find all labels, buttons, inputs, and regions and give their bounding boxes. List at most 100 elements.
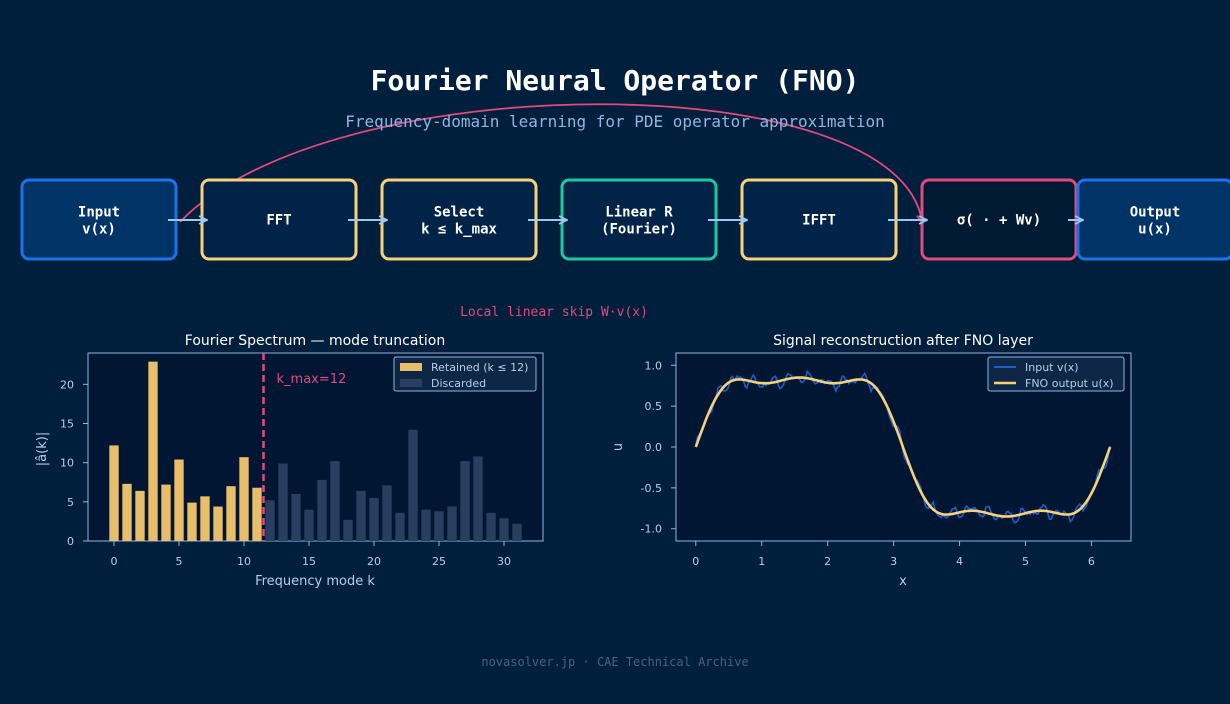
retained-bar: [200, 496, 210, 541]
retained-bar: [109, 445, 119, 541]
skip-connection-label: Local linear skip W·v(x): [460, 305, 648, 320]
discarded-bar: [382, 485, 392, 541]
discarded-bar: [486, 512, 496, 541]
discarded-bar: [291, 494, 301, 541]
x-tick-label: 2: [824, 555, 831, 568]
retained-bar: [161, 484, 171, 541]
chart-left-legend: Retained (k ≤ 12) Discarded: [393, 356, 537, 392]
pipeline-node-activation: σ( · + Wv): [920, 178, 1078, 261]
pipeline-node-label: FFT: [266, 213, 291, 229]
pipeline-node-label: v(x): [82, 222, 116, 238]
signal-reconstruction-chart: Signal reconstruction after FNO layer x …: [611, 333, 1132, 589]
chart-right-ticks: 0 1 2 3 4 5 6 -1.0 -0.5 0.0 0.5 1.0: [641, 359, 1095, 568]
kmax-label: k_max=12: [277, 372, 347, 387]
pipeline-node-label: Input: [78, 205, 120, 221]
discarded-bar: [473, 456, 483, 541]
chart-left-ticks: 0 5 10 15 20 25 30 0 5 10 15 20: [60, 378, 511, 568]
discarded-bar: [330, 461, 340, 541]
discarded-bar: [434, 511, 444, 541]
y-tick-label: 0: [67, 535, 74, 548]
chart-left-ylabel: |â(k)|: [35, 432, 50, 466]
chart-right-ylabel: u: [611, 443, 626, 451]
retained-bar: [174, 459, 184, 541]
legend-input-label: Input v(x): [1025, 361, 1079, 374]
retained-bar: [252, 487, 262, 541]
discarded-bar: [265, 500, 275, 541]
x-tick-label: 3: [890, 555, 897, 568]
pipeline-node-label: (Fourier): [601, 222, 677, 238]
discarded-bar: [408, 429, 418, 541]
pipeline-node-label: Linear R: [605, 205, 673, 221]
x-tick-label: 20: [367, 555, 381, 568]
retained-bar: [135, 490, 145, 541]
discarded-bar: [460, 461, 470, 541]
chart-right-xlabel: x: [899, 574, 907, 589]
y-tick-label: 20: [60, 378, 74, 391]
chart-left-legend-box: [393, 356, 537, 392]
y-tick-label: 15: [60, 418, 74, 431]
legend-discarded-label: Discarded: [431, 377, 486, 390]
skip-connection-arc: [179, 103, 922, 222]
pipeline-node-label: Select: [434, 205, 485, 221]
discarded-bar: [369, 497, 379, 541]
retained-bar: [187, 502, 197, 541]
discarded-bar: [356, 490, 366, 541]
retained-bar: [239, 457, 249, 541]
x-tick-label: 0: [111, 555, 118, 568]
y-tick-label: -1.0: [641, 523, 662, 536]
footer-credit: novasolver.jp · CAE Technical Archive: [481, 655, 748, 669]
pipeline-node-label: σ( · + Wv): [957, 213, 1041, 229]
discarded-bar: [304, 509, 314, 541]
pipeline-node-label: Output: [1130, 205, 1181, 221]
discarded-bar: [317, 479, 327, 541]
legend-retained-swatch: [400, 363, 422, 371]
x-tick-label: 25: [432, 555, 446, 568]
retained-bar: [148, 361, 158, 541]
output-series-line: [694, 376, 1112, 518]
retained-bar: [122, 483, 132, 541]
y-tick-label: 5: [67, 496, 74, 509]
y-tick-label: 0.0: [645, 441, 663, 454]
x-tick-label: 5: [176, 555, 183, 568]
x-tick-label: 30: [497, 555, 511, 568]
legend-discarded-swatch: [400, 379, 422, 387]
retained-bar: [226, 486, 236, 541]
discarded-bar: [395, 512, 405, 541]
x-tick-label: 4: [956, 555, 963, 568]
pipeline-node-label: IFFT: [802, 213, 836, 229]
page-subtitle: Frequency-domain learning for PDE operat…: [345, 112, 884, 131]
discarded-bar: [278, 463, 288, 541]
fourier-spectrum-chart: Fourier Spectrum — mode truncation Frequ…: [35, 333, 544, 589]
pipeline-node-label: k ≤ k_max: [421, 222, 497, 238]
pipeline-node-label: u(x): [1138, 222, 1172, 238]
discarded-bar: [343, 519, 353, 541]
retained-bar: [213, 506, 223, 541]
chart-right-legend: Input v(x) FNO output u(x): [987, 356, 1125, 392]
x-tick-label: 0: [692, 555, 699, 568]
chart-right-legend-box: [987, 356, 1125, 392]
pipeline-node-fft: FFT: [200, 178, 358, 261]
chart-left-xlabel: Frequency mode k: [255, 574, 375, 589]
pipeline-node-linear-r: Linear R(Fourier): [560, 178, 718, 261]
chart-left-title: Fourier Spectrum — mode truncation: [185, 333, 445, 349]
chart-right-title: Signal reconstruction after FNO layer: [773, 333, 1033, 349]
y-tick-label: 0.5: [645, 400, 663, 413]
legend-output-label: FNO output u(x): [1025, 377, 1114, 390]
x-tick-label: 10: [237, 555, 251, 568]
discarded-bar: [499, 518, 509, 541]
discarded-bar: [447, 506, 457, 541]
x-tick-label: 6: [1088, 555, 1095, 568]
page-title: Fourier Neural Operator (FNO): [371, 64, 860, 97]
y-tick-label: -0.5: [641, 482, 662, 495]
y-tick-label: 1.0: [645, 359, 663, 372]
y-tick-label: 10: [60, 457, 74, 470]
discarded-bar: [512, 523, 522, 541]
discarded-bar: [421, 509, 431, 541]
x-tick-label: 5: [1022, 555, 1029, 568]
pipeline-node-ifft: IFFT: [740, 178, 898, 261]
